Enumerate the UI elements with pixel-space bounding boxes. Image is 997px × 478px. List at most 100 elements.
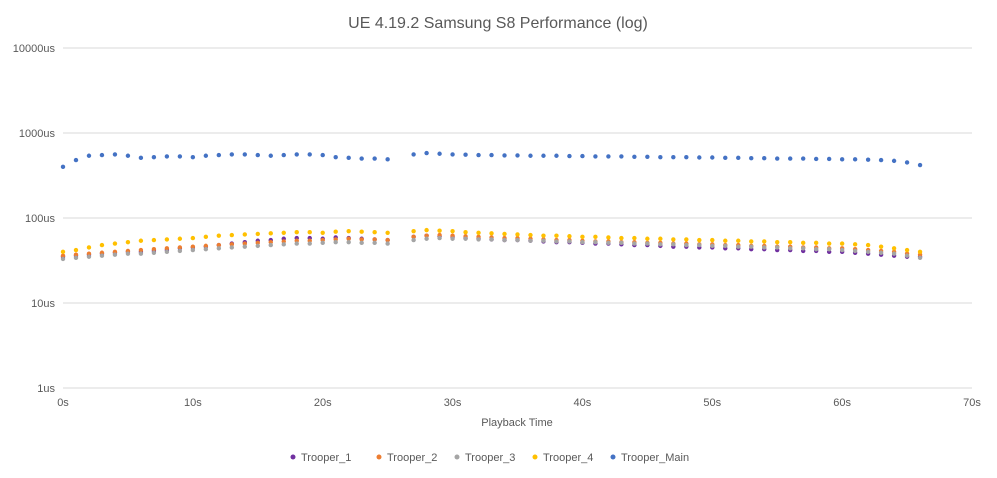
data-point xyxy=(86,254,92,259)
data-point xyxy=(736,244,741,249)
data-point xyxy=(99,152,105,158)
data-point xyxy=(216,152,222,158)
legend-label: Trooper_2 xyxy=(387,452,437,464)
data-point xyxy=(476,230,481,235)
data-point xyxy=(813,156,819,162)
data-point xyxy=(463,152,468,157)
data-point xyxy=(138,238,144,243)
data-point xyxy=(450,152,455,157)
data-point xyxy=(203,234,209,240)
data-point xyxy=(164,246,170,251)
data-point xyxy=(307,152,312,157)
data-point xyxy=(333,229,338,234)
data-point xyxy=(177,245,183,250)
data-point xyxy=(138,155,144,161)
data-point xyxy=(800,156,806,161)
y-axis-ticks: 1us 10us 100us 1000us 10000us xyxy=(13,43,56,395)
data-point xyxy=(463,236,468,241)
data-point xyxy=(281,230,286,235)
data-point xyxy=(411,228,416,234)
legend: Trooper_1 Trooper_2 Trooper_3 Trooper_4 Troo… xyxy=(290,452,689,464)
data-point xyxy=(268,153,273,158)
data-point xyxy=(852,242,858,247)
data-point xyxy=(541,153,546,158)
data-point xyxy=(749,244,754,249)
x-tick-label: 10s xyxy=(184,397,202,409)
data-point xyxy=(813,246,819,252)
data-point xyxy=(567,239,572,244)
data-point xyxy=(541,238,546,243)
data-point xyxy=(606,154,611,159)
data-point xyxy=(891,158,897,164)
data-point xyxy=(619,235,624,241)
data-point xyxy=(593,234,598,240)
data-point xyxy=(904,160,910,165)
data-point xyxy=(73,252,79,257)
legend-item: Trooper_1 xyxy=(290,452,351,464)
data-point xyxy=(852,248,858,254)
data-point xyxy=(917,249,923,255)
data-point xyxy=(736,238,741,243)
series-Trooper_4 xyxy=(60,227,923,255)
data-point xyxy=(723,238,728,243)
data-point xyxy=(476,152,481,158)
data-point xyxy=(645,241,650,246)
data-point xyxy=(437,228,442,233)
data-point xyxy=(684,237,689,242)
data-point xyxy=(125,251,131,256)
data-point xyxy=(515,237,520,243)
data-point xyxy=(164,154,170,159)
legend-marker xyxy=(376,454,382,460)
series-Trooper_2 xyxy=(60,232,923,258)
data-point xyxy=(177,154,183,159)
data-point xyxy=(86,251,92,256)
data-point xyxy=(125,239,131,245)
x-tick-label: 40s xyxy=(574,397,592,409)
x-axis-title: Playback Time xyxy=(481,417,553,429)
y-tick-label: 100us xyxy=(25,213,55,225)
data-point xyxy=(424,233,429,238)
data-point xyxy=(281,242,286,247)
data-point xyxy=(151,154,157,160)
data-point xyxy=(216,246,222,251)
data-point xyxy=(502,231,507,237)
data-point xyxy=(229,242,235,247)
data-point xyxy=(658,242,663,247)
data-point xyxy=(411,237,416,243)
x-tick-label: 30s xyxy=(444,397,462,409)
data-point xyxy=(489,231,494,236)
data-point xyxy=(515,153,520,158)
data-point xyxy=(645,154,650,159)
data-point xyxy=(839,157,845,162)
data-point xyxy=(684,154,689,160)
data-point xyxy=(112,252,118,257)
data-point xyxy=(580,234,585,240)
data-point xyxy=(151,237,157,243)
data-point xyxy=(865,157,871,162)
data-point xyxy=(839,247,845,253)
data-point xyxy=(489,237,494,242)
legend-item: Trooper_2 xyxy=(376,452,437,464)
data-point xyxy=(580,153,585,159)
data-point xyxy=(554,153,559,158)
data-point xyxy=(619,240,624,246)
data-point xyxy=(73,255,79,261)
legend-item: Trooper_4 xyxy=(532,452,593,464)
data-point xyxy=(904,253,910,258)
series-Trooper_Main xyxy=(60,150,923,170)
data-point xyxy=(203,243,209,249)
data-point xyxy=(60,164,66,170)
data-point xyxy=(671,242,676,247)
y-tick-label: 1us xyxy=(37,383,55,395)
y-tick-label: 10000us xyxy=(13,43,56,55)
data-point xyxy=(385,230,390,235)
data-point xyxy=(385,241,390,246)
data-point xyxy=(86,245,92,250)
data-point xyxy=(307,230,312,235)
chart-title: UE 4.19.2 Samsung S8 Performance (log) xyxy=(348,15,648,32)
data-point xyxy=(333,239,338,245)
data-point xyxy=(60,249,66,255)
data-point xyxy=(632,241,637,246)
data-point xyxy=(710,237,715,243)
